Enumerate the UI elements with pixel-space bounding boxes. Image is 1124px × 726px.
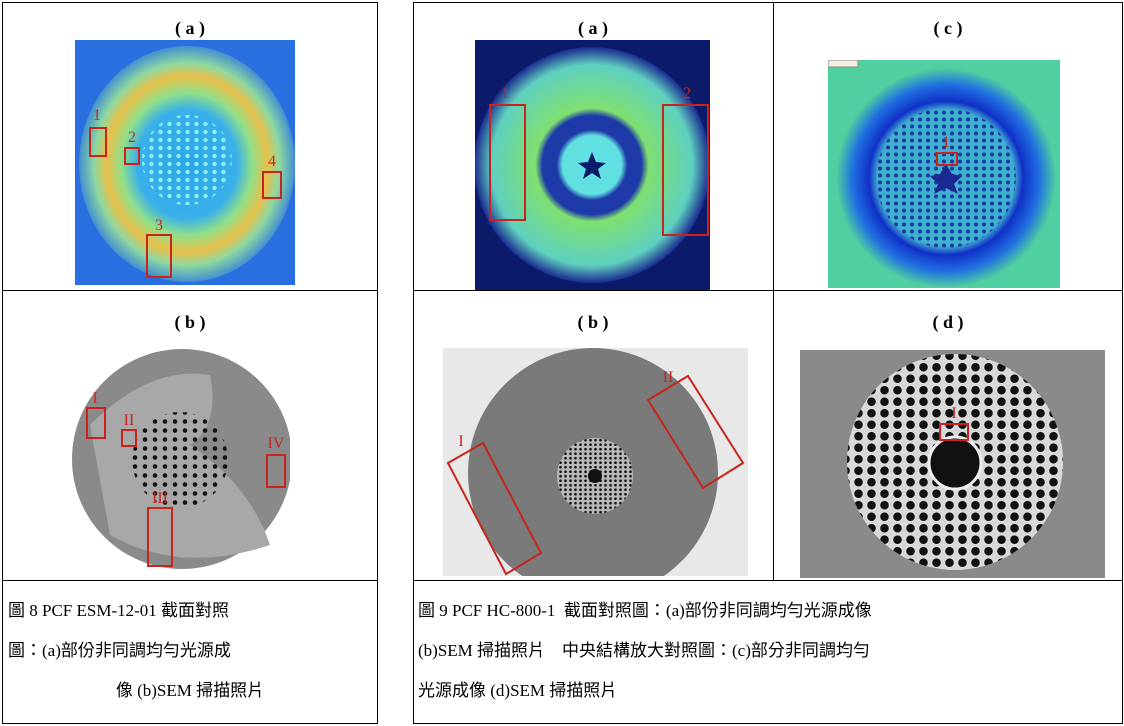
column-rule (773, 2, 774, 581)
core (588, 469, 602, 483)
intensity-image: 1 2 3 4 (75, 40, 295, 285)
marker-label: III (152, 490, 168, 507)
row-rule (2, 580, 378, 581)
panel-label: ( d ) (773, 312, 1123, 333)
caption-line: 像 (b)SEM 掃描照片 (2, 676, 378, 701)
hole-lattice (142, 115, 232, 205)
row-rule (413, 580, 1123, 581)
marker-label: I (92, 390, 97, 407)
marker-label: 1 (501, 85, 509, 102)
marker-label: II (663, 369, 674, 386)
panel-label: ( b ) (2, 312, 378, 333)
sem-image: I (800, 350, 1105, 578)
page: ( a ) ( b ) ( a ) ( c ) ( b ) ( d ) 1 2 … (0, 0, 1124, 726)
marker-label: II (124, 412, 135, 429)
marker-label: 2 (683, 85, 691, 102)
marker-label: 1 (942, 134, 950, 151)
hole-lattice (132, 412, 228, 508)
sem-image: I II III IV (70, 345, 290, 570)
caption-line: 圖 8 PCF ESM-12-01 截面對照 (8, 596, 229, 621)
marker-label: 1 (93, 107, 101, 124)
intensity-image: 1 2 (475, 40, 710, 290)
caption-line: 圖 9 PCF HC-800-1 截面對照圖：(a)部份非同調均勻光源成像 (418, 596, 872, 621)
panel-label: ( a ) (2, 18, 378, 39)
marker-label: 4 (268, 153, 276, 170)
caption-line: (b)SEM 掃描照片 中央結構放大對照圖：(c)部分非同調均勻 (418, 636, 870, 661)
core (929, 437, 981, 489)
row-rule (413, 290, 1123, 291)
marker-label: I (951, 405, 956, 422)
marker-label: IV (268, 435, 285, 452)
panel-label: ( a ) (413, 18, 773, 39)
row-rule (2, 290, 378, 291)
panel-label: ( c ) (773, 18, 1123, 39)
sem-image: I II (443, 348, 748, 576)
panel-label: ( b ) (413, 312, 773, 333)
intensity-image: 1 (828, 60, 1060, 288)
marker-label: 2 (128, 129, 136, 146)
marker-label: 3 (155, 217, 163, 234)
caption-line: 圖：(a)部份非同調均勻光源成 (8, 636, 231, 661)
marker-label: I (458, 433, 463, 450)
caption-line: 光源成像 (d)SEM 掃描照片 (418, 676, 617, 701)
window-tab (828, 60, 858, 67)
